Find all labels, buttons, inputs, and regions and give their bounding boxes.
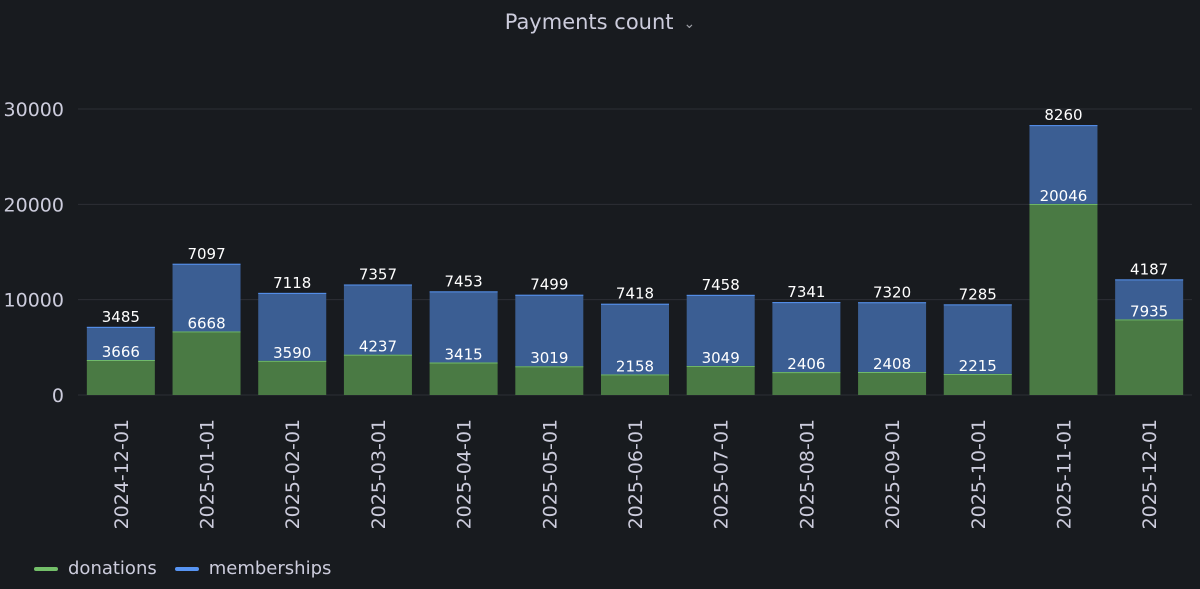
y-tick-label: 10000 xyxy=(4,290,64,312)
bar-donations xyxy=(429,362,498,395)
data-label-memberships: 7097 xyxy=(187,245,225,263)
x-tick-label: 2025-05-01 xyxy=(539,419,561,529)
bar-donations xyxy=(686,365,755,395)
legend: donations memberships xyxy=(34,558,331,579)
bar-memberships xyxy=(772,302,841,373)
data-label-memberships: 3485 xyxy=(102,308,140,326)
x-tick-label: 2025-06-01 xyxy=(625,419,647,529)
data-label-memberships: 8260 xyxy=(1044,106,1082,124)
panel-header[interactable]: Payments count ⌄ xyxy=(0,0,1200,44)
data-label-donations: 3415 xyxy=(445,345,483,363)
data-label-memberships: 7458 xyxy=(702,276,740,294)
legend-swatch-donations xyxy=(34,566,58,571)
x-tick-label: 2025-09-01 xyxy=(882,419,904,529)
bar-donations xyxy=(772,372,841,395)
bar-memberships xyxy=(1115,279,1184,320)
x-tick-label: 2025-03-01 xyxy=(368,419,390,529)
bar-chart: 0 10000 20000 30000 3666 3485 2024-12-01 6668 70… xyxy=(4,99,1192,529)
y-tick-label: 20000 xyxy=(4,194,64,216)
data-label-donations: 2406 xyxy=(787,355,825,373)
legend-item-memberships[interactable]: memberships xyxy=(174,558,332,579)
data-label-memberships: 7285 xyxy=(959,285,997,303)
data-label-donations: 2158 xyxy=(616,357,654,375)
bar-memberships xyxy=(601,303,669,375)
x-tick-label: 2025-04-01 xyxy=(454,419,476,529)
bar-donations xyxy=(1115,319,1184,395)
data-label-donations: 4237 xyxy=(359,338,397,356)
x-tick-label: 2025-08-01 xyxy=(796,419,818,529)
bar-donations xyxy=(172,331,241,395)
legend-label-memberships: memberships xyxy=(208,558,332,579)
x-tick-label: 2025-02-01 xyxy=(282,419,304,529)
y-tick-label: 30000 xyxy=(4,99,64,121)
data-label-memberships: 7499 xyxy=(530,276,568,294)
data-label-memberships: 7357 xyxy=(359,265,397,283)
chevron-down-icon[interactable]: ⌄ xyxy=(683,16,696,32)
bar-memberships xyxy=(429,291,498,363)
bar-memberships xyxy=(858,302,927,373)
bar-donations xyxy=(258,360,327,395)
legend-swatch-memberships xyxy=(174,566,199,571)
legend-item-donations[interactable]: donations xyxy=(34,558,157,579)
bar-memberships xyxy=(943,304,1012,374)
data-label-memberships: 7320 xyxy=(873,283,911,301)
data-label-donations: 3666 xyxy=(102,343,140,361)
data-label-memberships: 4187 xyxy=(1130,260,1168,278)
bar-donations xyxy=(86,360,155,395)
x-tick-label: 2025-07-01 xyxy=(711,419,733,529)
data-label-memberships: 7118 xyxy=(273,274,311,292)
data-label-donations: 3019 xyxy=(530,349,568,367)
x-tick-label: 2025-10-01 xyxy=(968,419,990,529)
data-label-memberships: 7418 xyxy=(616,285,654,303)
bar-donations xyxy=(1029,203,1098,395)
bar-memberships xyxy=(515,294,584,367)
bar-memberships xyxy=(686,294,755,366)
bar-memberships xyxy=(258,292,327,361)
data-label-donations: 6668 xyxy=(187,314,225,332)
panel-title[interactable]: Payments count xyxy=(504,10,674,34)
y-tick-label: 0 xyxy=(52,385,64,407)
bar-donations xyxy=(858,372,927,395)
data-label-donations: 2215 xyxy=(959,357,997,375)
bar-donations xyxy=(943,373,1012,395)
bar-donations xyxy=(343,354,412,395)
bar-donations xyxy=(601,374,669,395)
x-tick-label: 2025-11-01 xyxy=(1053,419,1075,529)
bar-memberships xyxy=(86,326,155,361)
data-label-donations: 2408 xyxy=(873,355,911,373)
legend-label-donations: donations xyxy=(68,558,157,579)
data-label-donations: 7935 xyxy=(1130,302,1168,320)
data-label-donations: 3590 xyxy=(273,344,311,362)
data-label-donations: 3049 xyxy=(702,349,740,367)
data-label-memberships: 7453 xyxy=(445,272,483,290)
bar-memberships xyxy=(1029,125,1098,204)
data-label-memberships: 7341 xyxy=(787,283,825,301)
x-tick-label: 2025-01-01 xyxy=(197,419,219,529)
data-label-donations: 20046 xyxy=(1040,187,1088,205)
bar-memberships xyxy=(343,284,412,355)
x-tick-label: 2024-12-01 xyxy=(111,419,133,529)
bar-memberships xyxy=(172,263,241,332)
bar-donations xyxy=(515,366,584,395)
x-tick-label: 2025-12-01 xyxy=(1139,419,1161,529)
